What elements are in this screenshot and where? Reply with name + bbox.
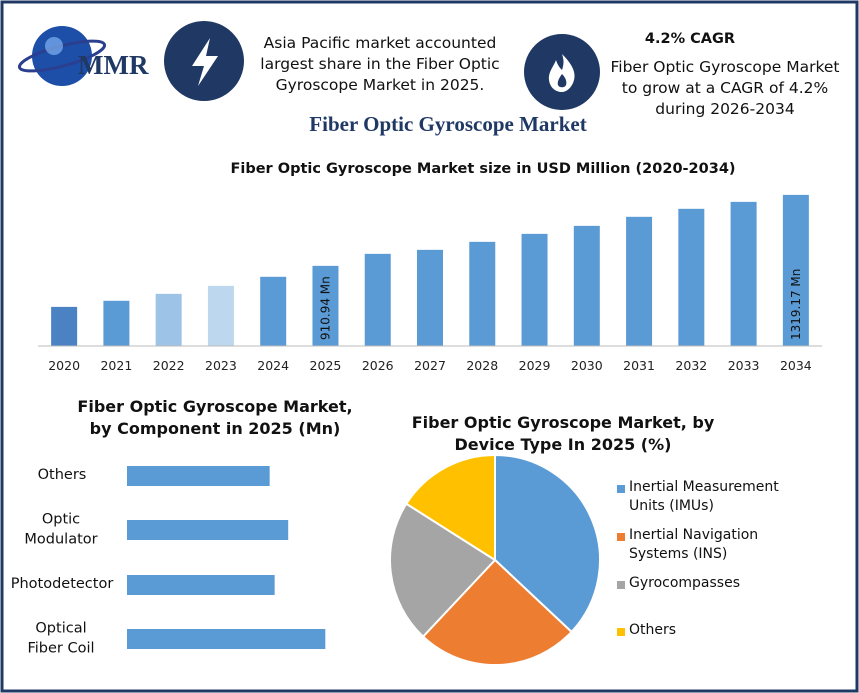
y-tick-label: Optical Fiber Coil [27, 620, 95, 656]
chart-title: Fiber Optic Gyroscope Market size in USD… [230, 161, 736, 177]
bar [51, 306, 78, 346]
x-tick-label: 2031 [623, 358, 655, 373]
bar [678, 208, 705, 346]
legend-label: Others [629, 622, 677, 638]
logo-globe [17, 26, 107, 86]
bar [312, 265, 339, 346]
main-title: Fiber Optic Gyroscope Market [309, 112, 587, 136]
bar [127, 575, 275, 595]
pie-slice [494, 453, 601, 634]
legend-label: Gyrocompasses [629, 575, 741, 591]
y-tick-label: Photodetector [10, 576, 114, 593]
bar [782, 194, 809, 346]
bar [155, 293, 182, 346]
bar [260, 276, 287, 346]
x-tick-label: 2030 [571, 358, 603, 373]
x-tick-label: 2034 [780, 358, 812, 373]
bar [127, 520, 289, 540]
legend-label: Inertial Navigation Systems (INS) [629, 527, 759, 562]
bar [626, 216, 653, 346]
x-tick-label: 2027 [414, 358, 446, 373]
bar [127, 466, 270, 486]
cagr-title: 4.2% CAGR [644, 31, 736, 47]
pie-slice [404, 453, 496, 562]
x-tick-label: 2024 [257, 358, 289, 373]
chart-title: Fiber Optic Gyroscope Market, by Device … [411, 413, 715, 454]
x-tick-label: 2023 [205, 358, 237, 373]
logo-text: MMR [78, 50, 149, 80]
x-tick-label: 2029 [519, 358, 551, 373]
value-label: 1319.17 Mn [789, 269, 803, 340]
pie-slice [421, 558, 573, 666]
y-tick-label: Others [37, 467, 87, 484]
x-tick-label: 2021 [100, 358, 132, 373]
x-tick-label: 2022 [153, 358, 185, 373]
bar [573, 225, 600, 346]
bar [364, 253, 391, 346]
legend-swatch [617, 628, 625, 636]
bar [730, 201, 757, 346]
bar [207, 285, 234, 346]
x-tick-label: 2025 [310, 358, 342, 373]
x-tick-label: 2028 [466, 358, 498, 373]
bar [417, 249, 443, 346]
bar [103, 300, 130, 346]
lightning-icon [164, 21, 244, 101]
x-tick-label: 2033 [728, 358, 760, 373]
legend-label: Inertial Measurement Units (IMUs) [629, 479, 779, 514]
value-label: 910.94 Mn [318, 276, 332, 340]
bar [127, 629, 326, 649]
legend-swatch [617, 533, 625, 541]
legend-swatch [617, 485, 625, 493]
y-tick-label: Optic Modulator [24, 511, 98, 547]
bar [521, 233, 548, 346]
x-tick-label: 2032 [675, 358, 707, 373]
flame-icon [524, 34, 600, 110]
note: Asia Pacific market accounted largest sh… [260, 34, 500, 94]
cagr-text: Fiber Optic Gyroscope Market to grow at … [610, 58, 840, 118]
bar [469, 241, 496, 346]
legend-swatch [617, 581, 625, 589]
x-tick-label: 2026 [362, 358, 394, 373]
x-tick-label: 2020 [48, 358, 80, 373]
pie-slice [389, 502, 497, 638]
chart-title: Fiber Optic Gyroscope Market, by Compone… [77, 397, 353, 438]
